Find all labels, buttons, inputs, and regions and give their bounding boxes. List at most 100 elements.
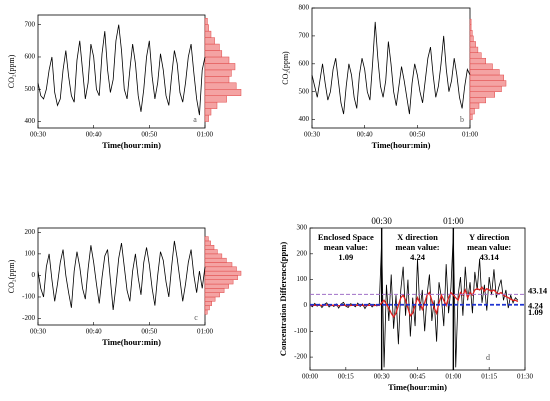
histogram-bar: [204, 240, 211, 246]
plot-frame: [37, 227, 206, 326]
histogram-bar: [204, 17, 208, 25]
histogram-bar: [204, 50, 223, 58]
histogram-bar: [204, 270, 242, 276]
y-tick-label: 0: [304, 301, 308, 309]
x-axis-label: Time(hour:min): [388, 382, 447, 392]
marker-label: 01:00: [443, 216, 464, 226]
y-tick-label: 0: [32, 271, 36, 279]
histogram-bar: [204, 89, 242, 96]
histogram-bar: [204, 249, 218, 255]
histogram-bar: [204, 24, 209, 32]
x-tick-label: 01:30: [517, 373, 533, 381]
y-tick-label: -100: [22, 293, 35, 301]
annotation: mean value:: [324, 242, 368, 252]
histogram-bar: [469, 80, 507, 87]
data-line: [37, 24, 206, 116]
histogram-bar: [204, 279, 234, 285]
histogram-bar: [204, 309, 208, 315]
histogram-bar: [204, 257, 227, 263]
y-tick-label: 300: [297, 224, 308, 232]
y-tick-label: 400: [25, 117, 36, 125]
histogram-bar: [204, 63, 236, 71]
y-tick-label: 400: [299, 115, 310, 123]
histogram-bar: [469, 85, 502, 92]
histogram-bar: [469, 46, 479, 53]
y-tick-label: 100: [25, 249, 36, 257]
x-axis-label: Time(hour:min): [102, 140, 161, 150]
histogram-bar: [204, 114, 209, 122]
histogram-bar: [469, 108, 475, 115]
y-tick-label: 800: [299, 4, 310, 12]
histogram-bar: [204, 82, 237, 90]
histogram-bar: [469, 102, 480, 109]
reference-label: 4.24: [528, 300, 544, 310]
panel-letter: b: [460, 115, 464, 124]
y-tick-label: -200: [294, 353, 307, 361]
annotation: mean value:: [467, 242, 511, 252]
histogram-bar: [469, 113, 473, 120]
x-tick-label: 00:50: [409, 131, 425, 139]
histogram-bar: [469, 52, 482, 59]
annotation: 1.09: [338, 252, 353, 262]
histogram-bar: [469, 35, 474, 42]
histogram-bar: [204, 253, 223, 259]
histogram-bar: [204, 101, 218, 109]
histogram-bar: [204, 76, 230, 84]
x-tick-label: 00:40: [357, 131, 373, 139]
histogram-bar: [469, 30, 473, 37]
y-tick-label: -100: [294, 327, 307, 335]
x-axis-label: Time(hour:min): [372, 140, 431, 150]
histogram-bar: [204, 292, 220, 298]
data-line: [310, 286, 519, 319]
histogram-bar: [204, 30, 212, 38]
histogram-bar: [204, 305, 210, 311]
marker-label: 00:30: [371, 216, 392, 226]
y-tick-label: 500: [25, 85, 36, 93]
histogram-bar: [204, 262, 233, 268]
data-line: [37, 240, 206, 310]
x-tick-label: 01:00: [445, 373, 461, 381]
y-tick-label: 600: [299, 59, 310, 67]
histogram-bar: [204, 43, 220, 51]
y-tick-label: -200: [22, 314, 35, 322]
x-tick-label: 00:50: [141, 328, 157, 336]
histogram-bar: [204, 288, 225, 293]
x-tick-label: 00:40: [86, 131, 102, 139]
histogram-bar: [204, 37, 215, 45]
histogram-bar: [204, 283, 229, 289]
histogram-bar: [204, 301, 212, 306]
histogram-bar: [469, 74, 504, 81]
panel-letter: a: [193, 115, 197, 124]
reference-label: 1.09: [528, 307, 543, 317]
annotation: X direction: [397, 232, 438, 242]
histogram-bar: [204, 95, 227, 103]
y-tick-label: 700: [25, 20, 36, 28]
y-axis-label: CO₂(ppm): [7, 54, 16, 88]
annotation: 43.14: [480, 252, 500, 262]
annotation: Enclosed Space: [318, 232, 374, 242]
panel-letter: d: [486, 353, 490, 362]
histogram-bar: [204, 296, 216, 302]
x-tick-label: 01:15: [481, 373, 497, 381]
histogram-bar: [469, 97, 486, 104]
histogram-bar: [204, 236, 209, 242]
data-line: [311, 21, 471, 115]
y-tick-label: 200: [25, 228, 36, 236]
histogram-bar: [469, 57, 486, 65]
y-tick-label: 600: [25, 53, 36, 61]
x-tick-label: 00:50: [141, 131, 157, 139]
histogram-bar: [469, 69, 500, 76]
histogram-bar: [204, 275, 238, 280]
x-axis-label: Time(hour:min): [102, 337, 161, 347]
x-tick-label: 00:45: [410, 373, 426, 381]
data-line: [309, 233, 519, 368]
annotation: mean value:: [395, 242, 439, 252]
histogram-bar: [469, 24, 472, 31]
histogram-bar: [469, 63, 493, 70]
y-tick-label: 500: [299, 87, 310, 95]
x-tick-label: 00:30: [30, 328, 46, 336]
x-tick-label: 01:00: [197, 328, 213, 336]
x-tick-label: 01:00: [197, 131, 213, 139]
x-tick-label: 00:15: [338, 373, 354, 381]
